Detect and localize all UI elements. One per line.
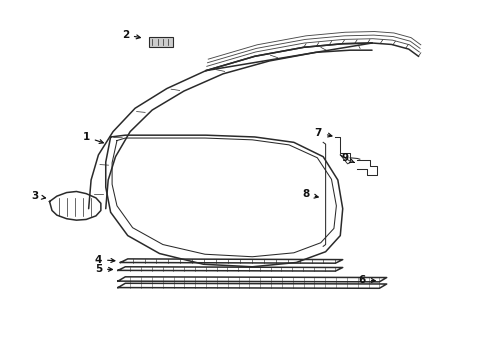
Text: 1: 1: [83, 132, 103, 143]
FancyBboxPatch shape: [149, 37, 172, 46]
Text: 4: 4: [95, 255, 115, 265]
Text: 8: 8: [302, 189, 318, 199]
Text: 5: 5: [95, 264, 112, 274]
Text: 9: 9: [342, 153, 354, 163]
Text: 3: 3: [31, 191, 46, 201]
Text: 2: 2: [122, 30, 140, 40]
Text: 6: 6: [359, 275, 375, 285]
Text: 7: 7: [315, 128, 332, 138]
